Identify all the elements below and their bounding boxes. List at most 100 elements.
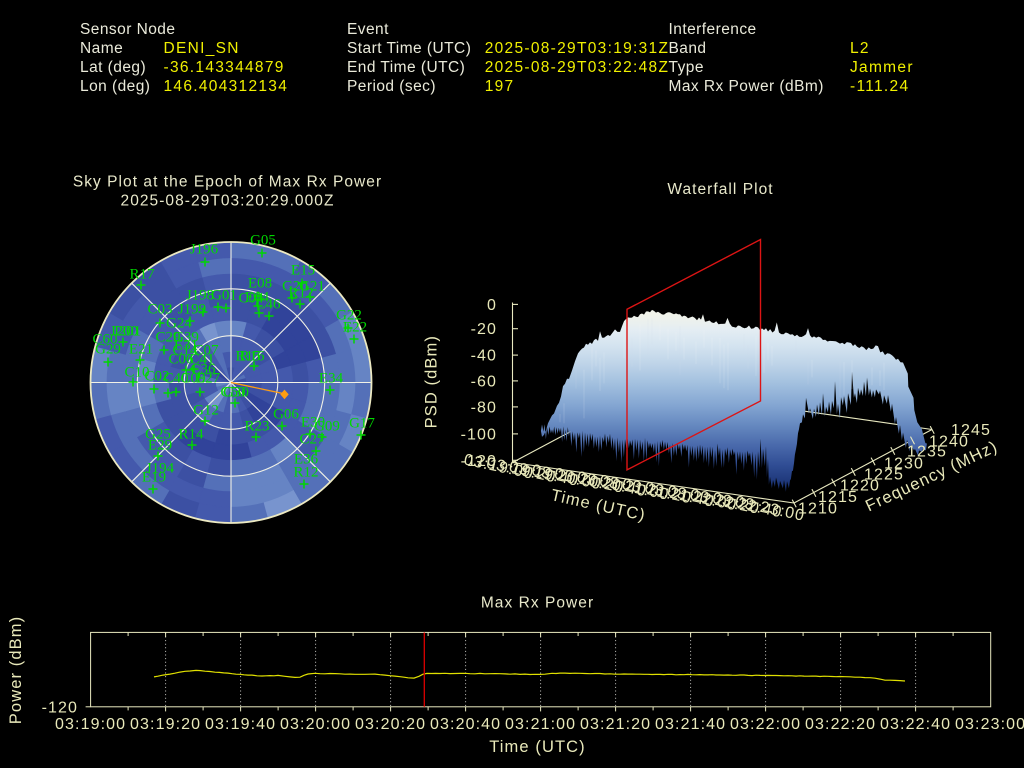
svg-text:-80: -80 xyxy=(471,399,497,416)
svg-text:-40: -40 xyxy=(471,348,497,365)
svg-text:-100: -100 xyxy=(461,426,497,443)
svg-text:E21: E21 xyxy=(129,341,153,357)
svg-text:Jammer: Jammer xyxy=(850,59,914,76)
svg-text:C60: C60 xyxy=(92,331,117,347)
svg-text:R16: R16 xyxy=(239,348,265,364)
svg-text:G22: G22 xyxy=(336,307,362,323)
svg-text:E30: E30 xyxy=(301,414,325,430)
svg-text:C36: C36 xyxy=(190,361,216,377)
svg-text:C06: C06 xyxy=(168,351,194,367)
svg-text:G39: G39 xyxy=(173,329,199,345)
svg-text:E29: E29 xyxy=(148,437,172,453)
svg-text:03:22:00: 03:22:00 xyxy=(730,716,801,733)
svg-text:G05: G05 xyxy=(250,232,276,248)
svg-text:03:22:20: 03:22:20 xyxy=(805,716,876,733)
svg-text:End Time (UTC): End Time (UTC) xyxy=(347,59,465,76)
svg-text:C41: C41 xyxy=(189,351,214,367)
svg-text:R15: R15 xyxy=(235,348,260,364)
svg-text:03:21:40: 03:21:40 xyxy=(655,716,726,733)
svg-text:Lat (deg): Lat (deg) xyxy=(80,59,146,76)
svg-text:03:22:40: 03:22:40 xyxy=(880,716,951,733)
svg-text:G06: G06 xyxy=(273,406,299,422)
svg-text:03:20:40: 03:20:40 xyxy=(430,716,501,733)
svg-text:03:21:00: 03:21:00 xyxy=(505,716,576,733)
svg-text:C03: C03 xyxy=(147,301,172,317)
svg-text:C04: C04 xyxy=(238,290,264,306)
svg-text:E15: E15 xyxy=(291,262,315,278)
svg-text:-60: -60 xyxy=(471,373,497,390)
svg-text:-120: -120 xyxy=(42,699,78,716)
svg-text:C50: C50 xyxy=(220,384,245,400)
svg-text:03:19:40: 03:19:40 xyxy=(205,716,276,733)
svg-text:R23: R23 xyxy=(244,418,269,434)
svg-text:1240: 1240 xyxy=(929,434,969,451)
svg-text:Max Rx Power: Max Rx Power xyxy=(481,595,594,612)
svg-text:G12: G12 xyxy=(193,402,219,418)
svg-text:Band: Band xyxy=(669,40,707,57)
svg-text:Lon (deg): Lon (deg) xyxy=(80,78,150,95)
svg-text:J200: J200 xyxy=(110,323,138,339)
svg-text:0: 0 xyxy=(487,297,497,314)
svg-text:C07: C07 xyxy=(193,342,219,358)
svg-text:Sky Plot at the Epoch of Max R: Sky Plot at the Epoch of Max Rx Power xyxy=(73,174,382,191)
svg-text:E31: E31 xyxy=(174,337,198,353)
svg-text:2025-08-29T03:19:31Z: 2025-08-29T03:19:31Z xyxy=(485,40,670,57)
svg-text:J194: J194 xyxy=(146,460,175,476)
svg-text:1245: 1245 xyxy=(951,422,991,439)
svg-text:C09: C09 xyxy=(180,370,205,386)
svg-text:Start Time (UTC): Start Time (UTC) xyxy=(347,40,471,57)
svg-text:03:21:20: 03:21:20 xyxy=(580,716,651,733)
svg-text:G29: G29 xyxy=(95,341,121,357)
svg-text:Max Rx Power (dBm): Max Rx Power (dBm) xyxy=(669,78,824,95)
svg-text:C27: C27 xyxy=(299,431,325,447)
svg-text:146.404312134: 146.404312134 xyxy=(164,78,289,95)
svg-text:C10: C10 xyxy=(124,364,149,380)
svg-text:G17: G17 xyxy=(349,415,375,431)
svg-text:03:19:00: 03:19:00 xyxy=(55,716,126,733)
svg-text:G01: G01 xyxy=(211,287,237,303)
svg-text:E22: E22 xyxy=(343,319,367,335)
svg-text:G21: G21 xyxy=(299,278,325,294)
svg-text:1215: 1215 xyxy=(818,489,858,506)
svg-text:-20: -20 xyxy=(471,321,497,338)
svg-text:2025-08-29T03:22:48Z: 2025-08-29T03:22:48Z xyxy=(485,59,670,76)
svg-text:J196: J196 xyxy=(190,241,219,257)
svg-text:C29: C29 xyxy=(155,329,180,345)
svg-text:R12: R12 xyxy=(293,464,318,480)
svg-text:E36: E36 xyxy=(294,451,319,467)
svg-text:2025-08-29T03:20:29.000Z: 2025-08-29T03:20:29.000Z xyxy=(121,193,335,210)
svg-text:Type: Type xyxy=(669,59,704,76)
svg-text:-120: -120 xyxy=(461,453,497,470)
svg-text:E08: E08 xyxy=(248,275,272,291)
svg-text:03:20:00: 03:20:00 xyxy=(280,716,351,733)
svg-text:Power (dBm): Power (dBm) xyxy=(7,616,25,724)
svg-text:C02: C02 xyxy=(144,368,169,384)
svg-text:E34: E34 xyxy=(319,370,344,386)
svg-text:G24: G24 xyxy=(166,315,192,331)
svg-text:G20: G20 xyxy=(282,278,308,294)
svg-text:J199: J199 xyxy=(178,301,206,317)
svg-text:E19: E19 xyxy=(142,469,166,485)
svg-text:Period (sec): Period (sec) xyxy=(347,78,436,95)
svg-text:R12: R12 xyxy=(288,285,313,301)
svg-text:Time (UTC): Time (UTC) xyxy=(489,738,586,756)
svg-text:1210: 1210 xyxy=(798,501,838,518)
svg-text:03:23:00: 03:23:00 xyxy=(955,716,1024,733)
svg-text:1220: 1220 xyxy=(840,478,880,495)
svg-text:L2: L2 xyxy=(850,40,870,57)
svg-text:C46: C46 xyxy=(255,296,281,312)
svg-text:PSD (dBm): PSD (dBm) xyxy=(422,335,440,428)
svg-text:-36.143344879: -36.143344879 xyxy=(164,59,285,76)
svg-text:1225: 1225 xyxy=(864,467,904,484)
svg-text:C40: C40 xyxy=(163,370,188,386)
svg-text:03:19:20: 03:19:20 xyxy=(130,716,201,733)
svg-text:E04: E04 xyxy=(245,289,270,305)
svg-text:Sensor Node: Sensor Node xyxy=(80,21,175,38)
svg-text:Interference: Interference xyxy=(669,21,757,38)
svg-text:G09: G09 xyxy=(314,418,340,434)
svg-text:R17: R17 xyxy=(129,266,155,282)
svg-text:E27: E27 xyxy=(196,370,221,386)
svg-text:03:20:20: 03:20:20 xyxy=(355,716,426,733)
svg-text:1235: 1235 xyxy=(907,444,947,461)
svg-text:J201: J201 xyxy=(113,323,141,339)
